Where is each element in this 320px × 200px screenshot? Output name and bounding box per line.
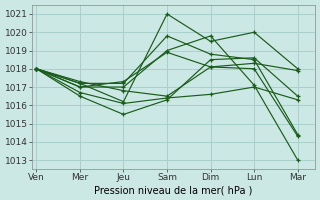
X-axis label: Pression niveau de la mer( hPa ): Pression niveau de la mer( hPa ) [94,185,253,195]
